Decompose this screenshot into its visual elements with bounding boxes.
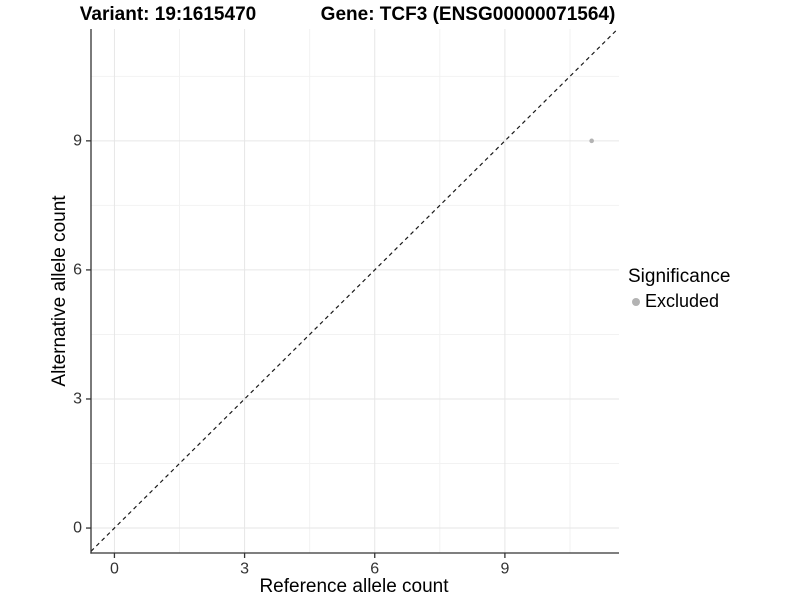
y-tick-label: 3 xyxy=(73,390,82,407)
gene-title: Gene: TCF3 (ENSG00000071564) xyxy=(320,4,616,25)
x-tick-label: 6 xyxy=(370,560,379,577)
x-tick-label: 0 xyxy=(110,560,119,577)
x-axis-title: Reference allele count xyxy=(259,576,449,597)
y-tick-label: 6 xyxy=(73,261,82,278)
x-tick-label: 9 xyxy=(500,560,509,577)
y-tick-label: 9 xyxy=(73,132,82,149)
variant-title: Variant: 19:1615470 xyxy=(79,4,257,25)
legend-item-excluded: Excluded xyxy=(628,291,730,312)
data-point xyxy=(589,138,594,144)
y-axis-title: Alternative allele count xyxy=(49,195,70,387)
x-tick-label: 3 xyxy=(240,560,249,577)
legend: Significance Excluded xyxy=(628,266,730,312)
legend-title: Significance xyxy=(628,266,731,287)
y-tick-label: 0 xyxy=(73,520,82,537)
excluded-point-icon xyxy=(632,297,640,306)
legend-item-label: Excluded xyxy=(645,291,720,311)
identity-dashed-line xyxy=(90,28,619,552)
